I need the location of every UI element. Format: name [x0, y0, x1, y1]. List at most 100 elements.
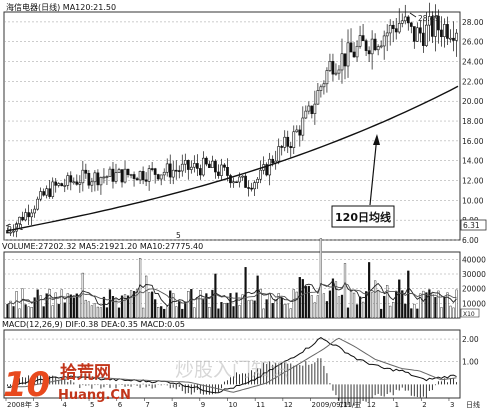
- x-tick-label: 2: [422, 401, 426, 409]
- watermark-center-text: 炒股入门知识: [175, 359, 289, 381]
- volume-bar: [99, 307, 103, 319]
- volume-bar: [69, 294, 72, 319]
- low-marker: 6.71: [5, 223, 24, 232]
- high-marker: 28.49: [409, 12, 440, 23]
- volume-panel-title: VOLUME:27202.32 MA5:21921.20 MA10:27775.…: [2, 242, 203, 251]
- volume-bar: [42, 306, 45, 319]
- candle: [138, 171, 142, 181]
- candle: [328, 61, 332, 71]
- x-tick-label: 11: [256, 401, 265, 409]
- volume-bar: [259, 288, 262, 319]
- y-tick-label: 16.00: [462, 137, 484, 146]
- volume-bar: [145, 275, 148, 319]
- candle: [403, 16, 407, 22]
- volume-bar: [142, 307, 145, 319]
- candle: [183, 160, 187, 165]
- volume-bar: [280, 297, 283, 319]
- volume-bar: [111, 296, 115, 319]
- volume-bar: [283, 304, 286, 319]
- volume-bar: [135, 288, 139, 319]
- price-grid: [4, 21, 460, 241]
- candle: [144, 179, 148, 182]
- candle: [42, 191, 46, 196]
- x-tick-label: 11: [339, 401, 348, 409]
- volume-bar: [289, 308, 292, 319]
- volume-bar: [262, 308, 265, 319]
- volume-bar: [63, 302, 66, 319]
- volume-bar: [220, 302, 223, 319]
- volume-bar: [163, 308, 166, 319]
- volume-unit-label: X10: [463, 311, 475, 318]
- candle: [69, 175, 73, 183]
- high-price-label: 28.49: [418, 14, 440, 23]
- candle: [111, 168, 115, 182]
- volume-bar: [253, 300, 256, 319]
- volume-bar: [199, 290, 202, 319]
- candle: [446, 24, 449, 39]
- candle: [431, 16, 434, 37]
- volume-bar: [84, 299, 87, 319]
- volume-y-ticks: 40000 30000 20000 10000: [462, 255, 486, 308]
- volume-bar: [57, 303, 60, 319]
- volume-bar: [36, 289, 39, 319]
- candle: [292, 131, 296, 149]
- volume-bar: [349, 291, 353, 319]
- volume-bar: [268, 293, 271, 319]
- volume-bar: [437, 290, 440, 319]
- candle: [165, 163, 169, 173]
- volume-bar: [440, 307, 443, 319]
- volume-bar: [422, 290, 425, 319]
- volume-bar: [337, 296, 341, 319]
- volume-bar: [310, 295, 313, 319]
- volume-bar: [389, 305, 392, 319]
- volume-bar: [401, 290, 404, 319]
- volume-bar: [250, 299, 253, 319]
- candle: [355, 45, 359, 58]
- volume-bar: [166, 306, 169, 319]
- x-tick-label: 9: [201, 401, 205, 409]
- candle: [286, 136, 290, 147]
- volume-bar: [202, 298, 205, 319]
- volume-bar: [196, 297, 199, 319]
- candle: [385, 32, 389, 37]
- y-tick-label: 10.00: [462, 196, 484, 205]
- volume-bar: [431, 293, 434, 319]
- candle: [220, 164, 223, 176]
- candle: [313, 103, 317, 114]
- candle: [379, 45, 383, 48]
- candle: [253, 182, 256, 190]
- y-tick-label: 24.00: [462, 58, 484, 67]
- candle: [102, 176, 106, 179]
- candle: [63, 185, 67, 187]
- volume-bar: [154, 299, 157, 319]
- volume-bar: [398, 279, 401, 319]
- candle: [24, 212, 27, 221]
- volume-bar: [45, 293, 48, 319]
- volume-bar: [244, 267, 247, 319]
- candle: [78, 182, 82, 185]
- candle: [382, 35, 386, 47]
- volume-bar: [271, 303, 274, 319]
- x-tick-label: 3: [450, 401, 454, 409]
- volume-bar: [208, 306, 211, 319]
- y-tick-label: 30000: [462, 270, 486, 279]
- volume-bar: [413, 303, 416, 319]
- macd-y-ticks: 2.00 1.00: [462, 335, 479, 367]
- candle: [268, 158, 272, 176]
- volume-bar: [229, 293, 232, 319]
- volume-bar: [51, 305, 54, 319]
- brand-cn-text: 拾荒网: [60, 362, 111, 383]
- x-tick-label: 12: [367, 401, 376, 409]
- volume-bar: [232, 306, 235, 319]
- volume-bar: [377, 289, 380, 319]
- volume-bar: [18, 308, 21, 319]
- volume-bar: [452, 307, 455, 319]
- candle: [129, 174, 133, 176]
- price-y-ticks: 28.00 26.00 24.00 22.00 20.00 18.00 16.00 14.00…: [462, 18, 484, 245]
- candle: [54, 181, 58, 186]
- candle: [30, 212, 33, 218]
- volume-bar: [12, 306, 15, 319]
- candle: [334, 72, 338, 75]
- volume-bar: [178, 300, 181, 319]
- volume-bar: [102, 296, 106, 319]
